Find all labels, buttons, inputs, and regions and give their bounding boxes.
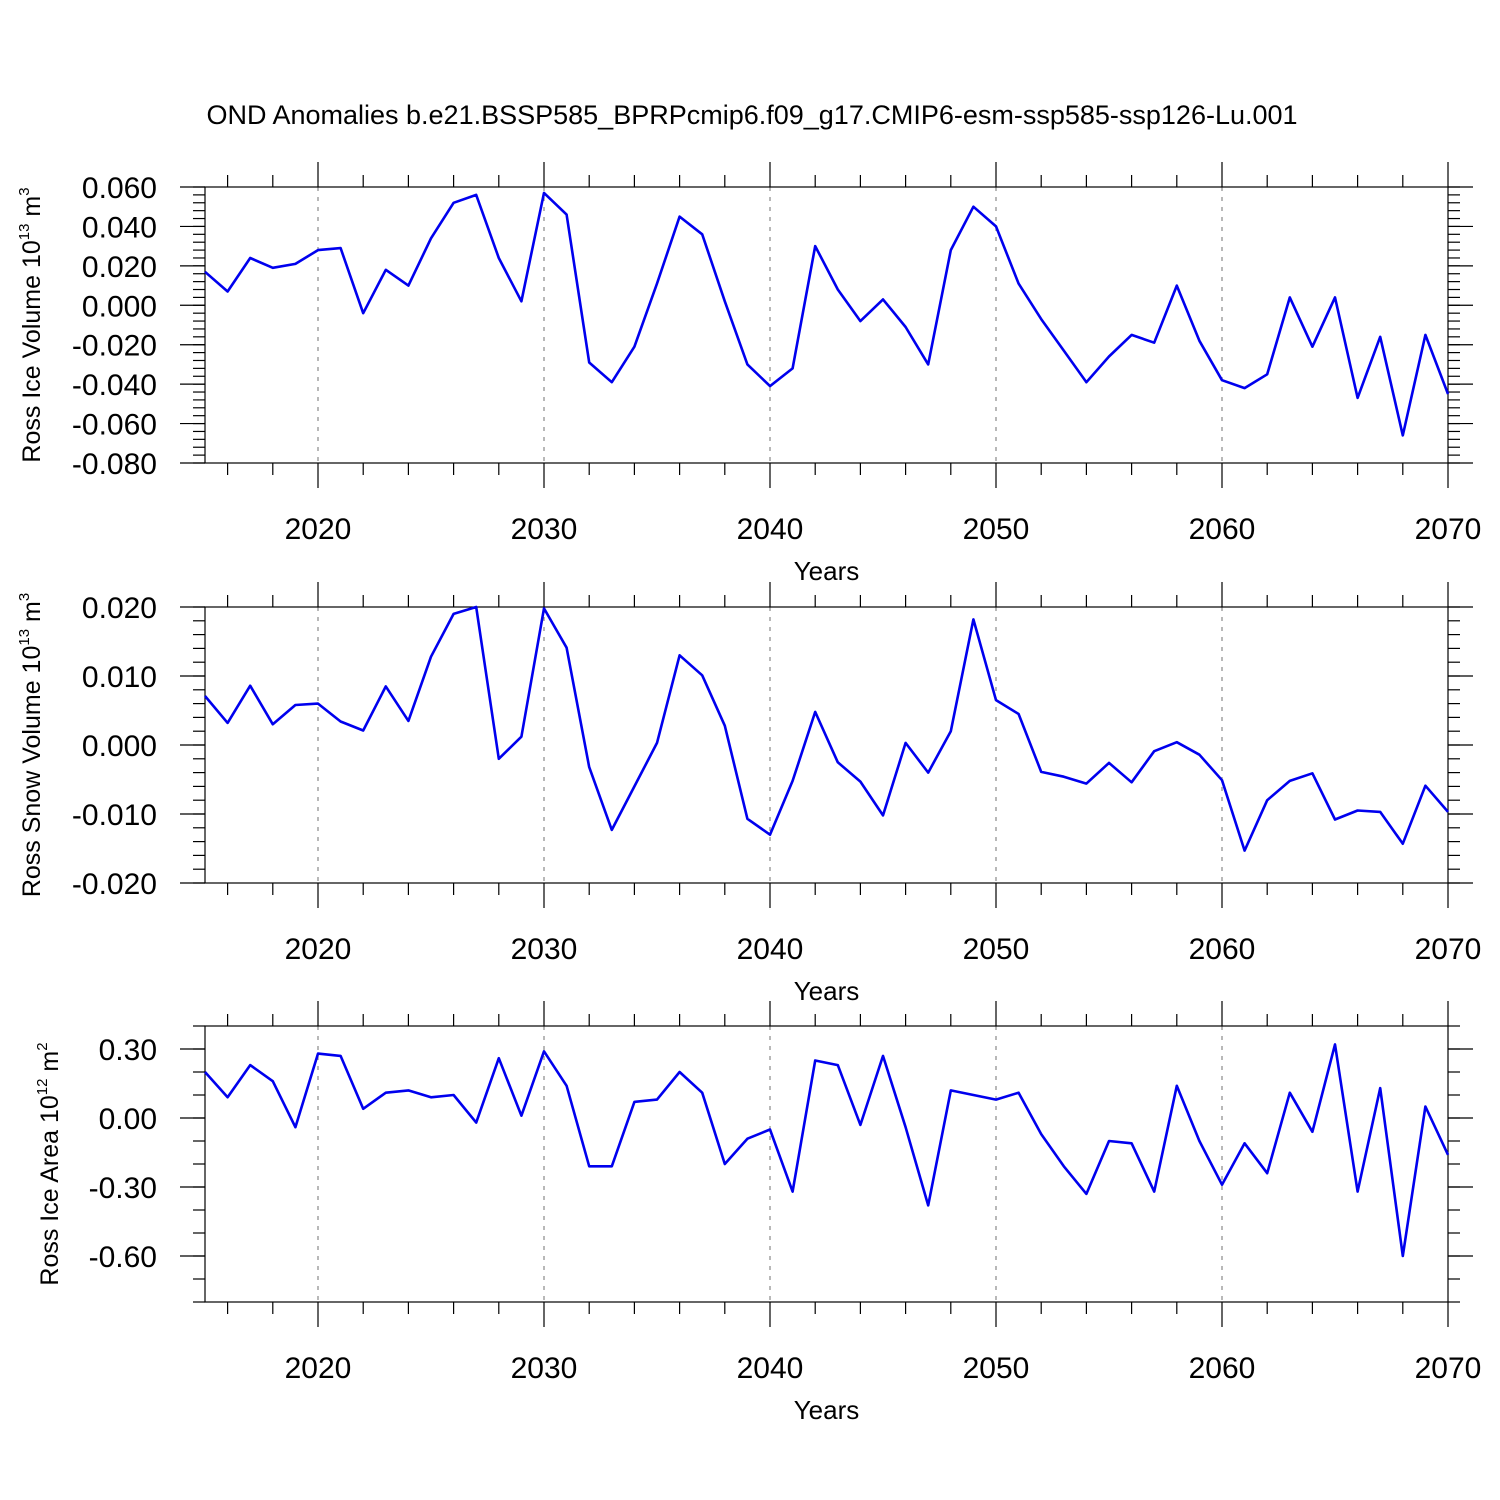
x-tick-label: 2030: [511, 1352, 578, 1385]
x-tick-label: 2040: [737, 1352, 804, 1385]
plot-frame: [204, 186, 1449, 464]
panel-ice-volume: 2020 2030 2040 2050 2060 2070 Years 0.060 0.040 0…: [16, 162, 1481, 586]
series-line: [204, 605, 1449, 852]
x-tick-label: 2060: [1189, 513, 1256, 546]
series-line: [204, 1043, 1450, 1258]
x-tick-label: 2040: [737, 513, 804, 546]
y-tick-label: 0.020: [82, 251, 157, 284]
x-tick-label: 2030: [511, 933, 578, 966]
y-tick-label: 0.00: [99, 1103, 157, 1136]
y-axis-label: Ross Snow Volume 1013 m3: [16, 593, 46, 897]
x-tick-label: 2020: [285, 513, 352, 546]
x-tick-label: 2060: [1189, 1352, 1256, 1385]
y-tick-label: 0.000: [82, 730, 157, 763]
x-tick-label: 2070: [1415, 933, 1482, 966]
y-tick-label: 0.010: [82, 661, 157, 694]
x-axis-label: Years: [794, 556, 860, 586]
y-tick-label: -0.020: [72, 868, 157, 901]
x-tick-label: 2020: [285, 1352, 352, 1385]
panel-snow-volume: 2020 2030 2040 2050 2060 2070 Years 0.020 0.010 0…: [16, 582, 1481, 1006]
x-tick-label: 2020: [285, 933, 352, 966]
y-tick-label: 0.060: [82, 172, 157, 205]
x-tick-label: 2070: [1415, 1352, 1482, 1385]
y-axis-label: Ross Ice Area 1012 m2: [34, 1042, 64, 1285]
series-line: [204, 191, 1450, 437]
y-tick-label: -0.010: [72, 799, 157, 832]
x-tick-label: 2060: [1189, 933, 1256, 966]
x-tick-label: 2050: [963, 1352, 1030, 1385]
x-axis-label: Years: [794, 976, 860, 1006]
panel-ice-area: 2020 2030 2040 2050 2060 2070 Years 0.30 0.00 -0.…: [34, 1001, 1481, 1425]
figure-title: OND Anomalies b.e21.BSSP585_BPRPcmip6.f0…: [206, 100, 1297, 130]
y-tick-label: -0.60: [89, 1241, 157, 1274]
y-tick-label: 0.000: [82, 290, 157, 323]
y-tick-label: -0.060: [72, 409, 157, 442]
y-tick-label: -0.30: [89, 1172, 157, 1205]
y-tick-label: -0.080: [72, 448, 157, 481]
y-tick-label: 0.30: [99, 1034, 157, 1067]
x-tick-label: 2050: [963, 513, 1030, 546]
x-tick-label: 2030: [511, 513, 578, 546]
x-tick-label: 2070: [1415, 513, 1482, 546]
y-tick-label: 0.040: [82, 211, 157, 244]
y-tick-label: -0.040: [72, 369, 157, 402]
y-axis-label: Ross Ice Volume 1013 m3: [16, 187, 46, 462]
x-tick-label: 2040: [737, 933, 804, 966]
x-tick-label: 2050: [963, 933, 1030, 966]
plot-frame: [204, 606, 1449, 884]
x-axis-label: Years: [794, 1395, 860, 1425]
y-tick-label: -0.020: [72, 330, 157, 363]
y-tick-label: 0.020: [82, 592, 157, 625]
